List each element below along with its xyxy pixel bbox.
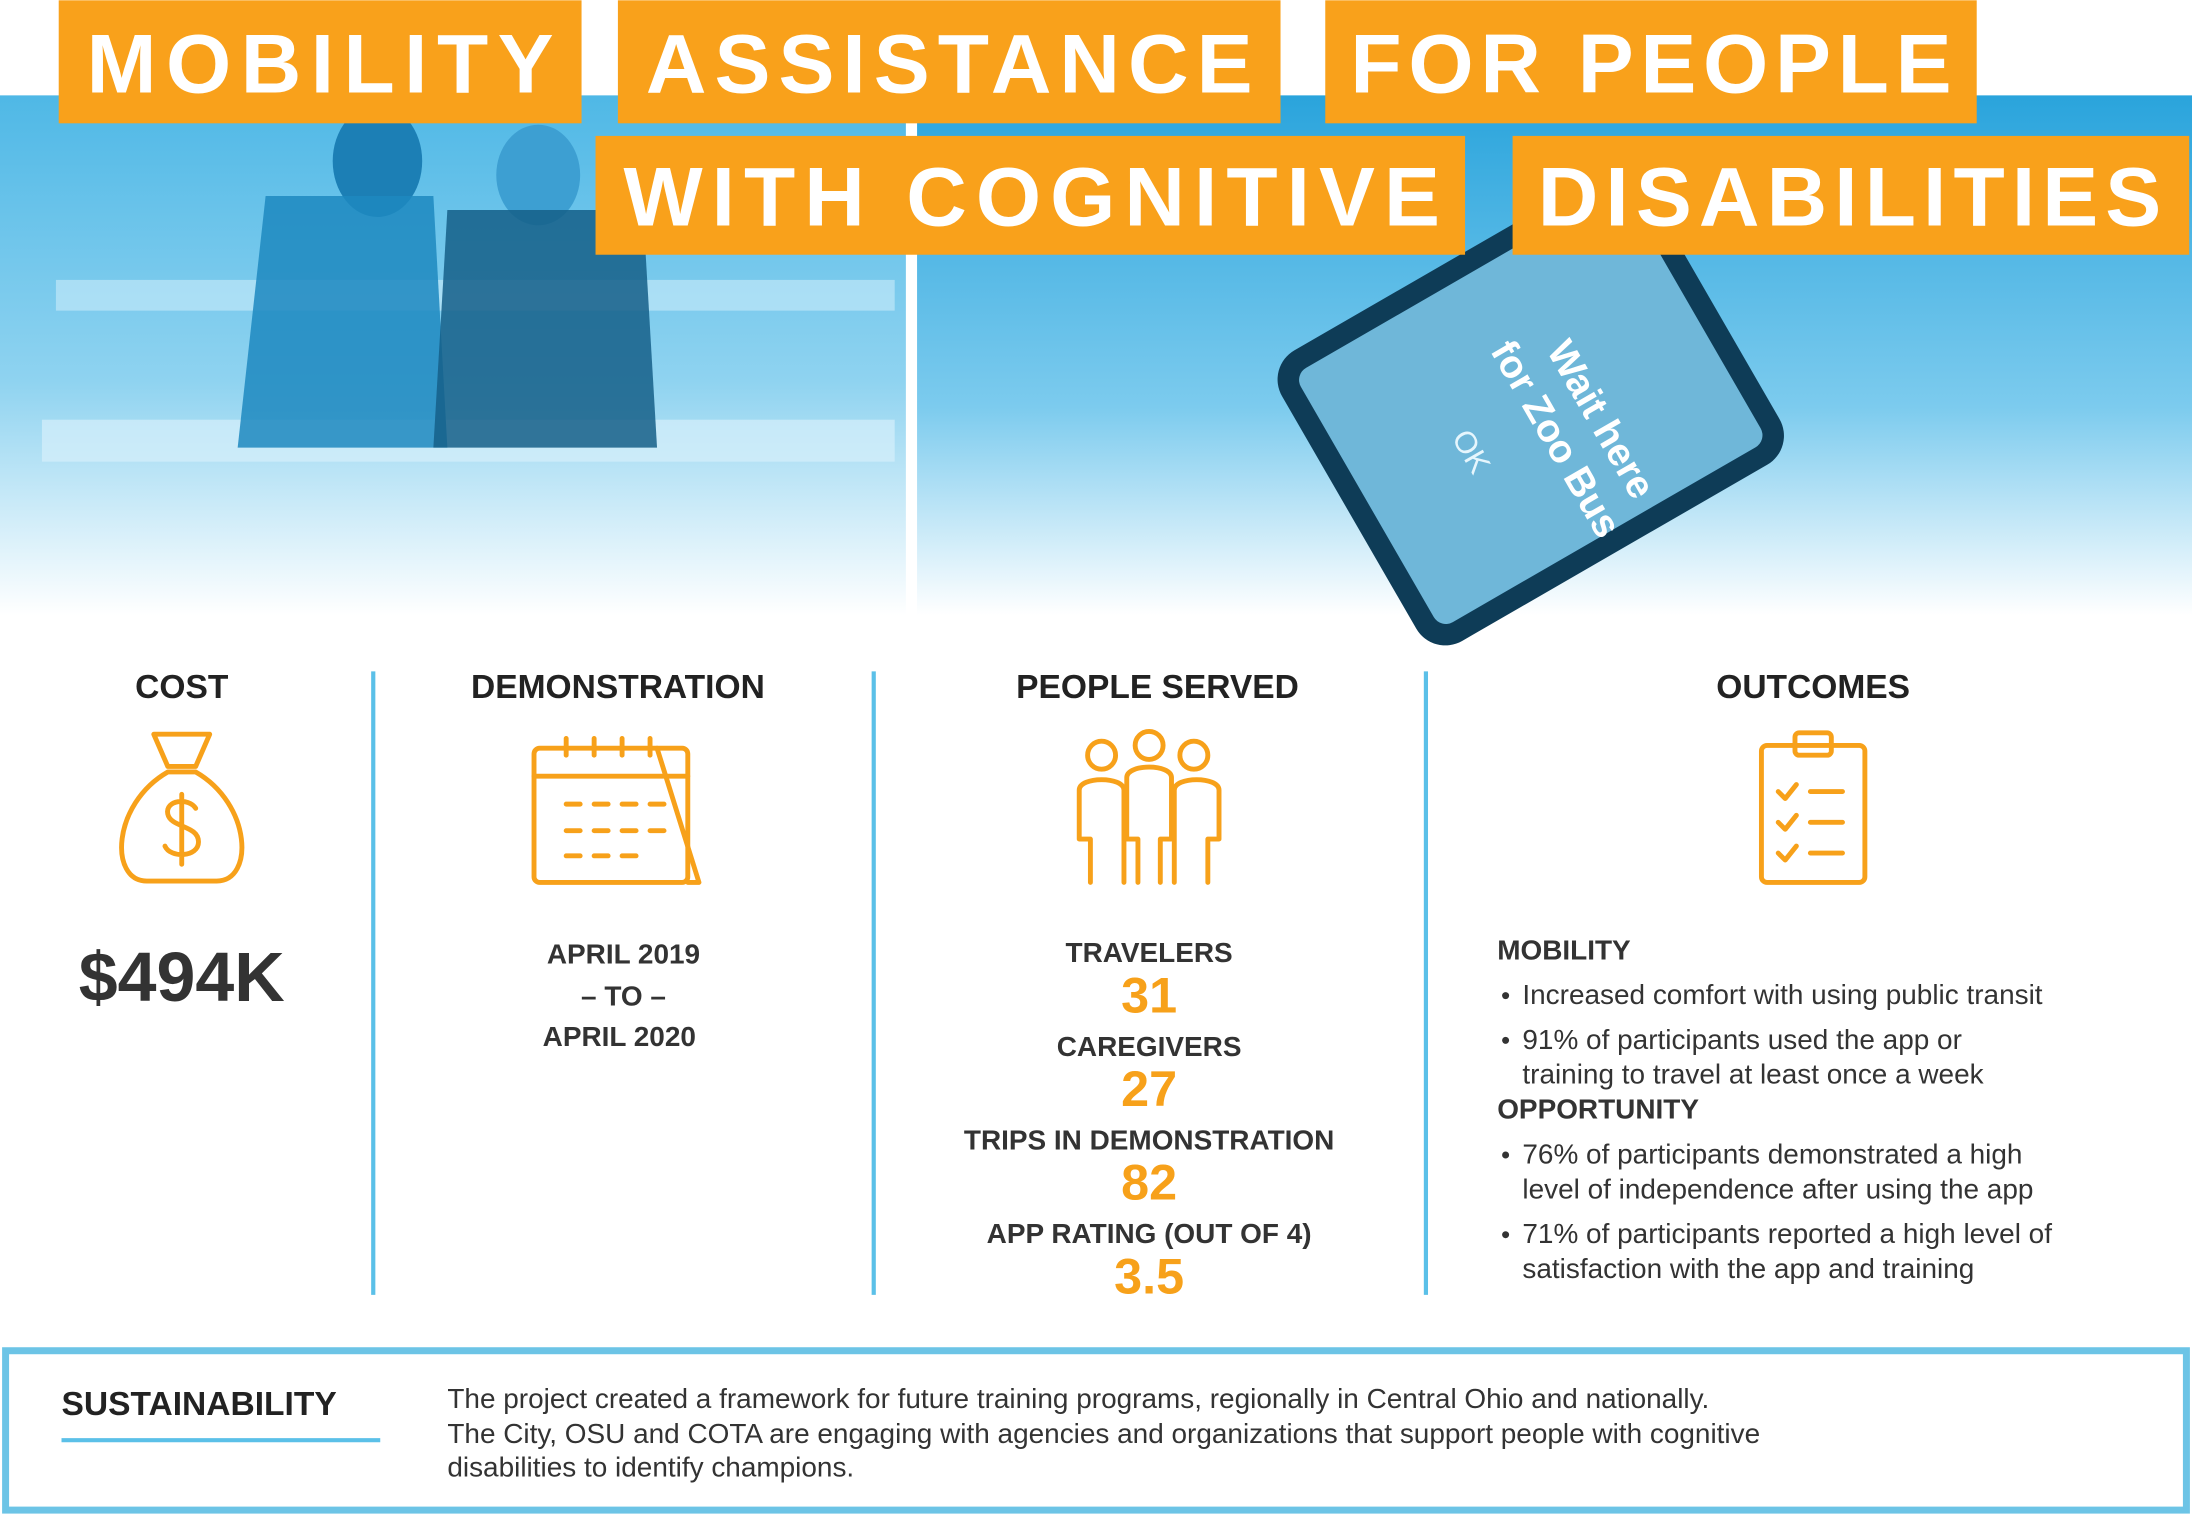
bullet-text: Increased comfort with using public tran… <box>1522 979 2042 1010</box>
stat-label: TRIPS IN DEMONSTRATION <box>964 1124 1334 1155</box>
stat-label: APP RATING (OUT OF 4) <box>987 1218 1312 1249</box>
icon-part <box>531 745 691 885</box>
icon-part <box>1792 730 1834 758</box>
phone-screen <box>1299 191 1763 624</box>
icon-part <box>162 791 201 867</box>
icon-part <box>1177 738 1211 772</box>
stat-label: CAREGIVERS <box>1057 1031 1242 1062</box>
calendar-icon <box>531 735 702 885</box>
icon-part <box>1132 728 1166 762</box>
bullet-text: 76% of participants demonstrated a high <box>1522 1138 2022 1169</box>
date: APRIL 2020 <box>543 1021 696 1052</box>
icon-part <box>563 735 653 758</box>
sustainability-text: The City, OSU and COTA are engaging with… <box>447 1418 1760 1449</box>
outcomes-list: MOBILITY Increased comfort with using pub… <box>1497 934 2052 1284</box>
clipboard-icon <box>1758 730 1868 885</box>
icon-part <box>1758 742 1868 885</box>
bullet-text: 91% of participants used the app or <box>1522 1024 1962 1055</box>
person-head <box>496 124 581 226</box>
people-icon <box>1076 728 1222 885</box>
outcome-title: OPPORTUNITY <box>1497 1094 1699 1125</box>
bullet <box>1502 992 1510 1000</box>
sustainability-text: disabilities to identify champions. <box>447 1452 854 1483</box>
cost-value: $494K <box>79 938 285 1016</box>
dividers <box>371 671 1429 1295</box>
heading: DEMONSTRATION <box>471 669 765 706</box>
person-body <box>433 210 658 448</box>
icon-part <box>1085 738 1119 772</box>
title-word: FOR PEOPLE <box>1350 17 1951 111</box>
money-bag-icon <box>119 731 245 884</box>
person-head <box>332 105 423 217</box>
bullet-text: 71% of participants reported a high leve… <box>1522 1218 2052 1249</box>
bullet-text: satisfaction with the app and training <box>1522 1253 1974 1284</box>
title-box <box>617 0 1281 124</box>
phone: Wait here for Zoo Bus OK <box>1277 169 1784 646</box>
title-word: DISABILITIES <box>1538 149 2161 243</box>
title-box <box>1325 0 1977 124</box>
title-word: ASSISTANCE <box>646 17 1253 111</box>
stat-label: TRAVELERS <box>1066 937 1233 968</box>
person-body <box>237 196 448 448</box>
icon-part <box>563 801 667 859</box>
stat-value: 3.5 <box>1114 1247 1184 1304</box>
icon-part <box>1124 764 1174 885</box>
title-box <box>58 0 582 124</box>
stat-value: 31 <box>1121 966 1177 1023</box>
icon-part <box>531 745 702 885</box>
heading: PEOPLE SERVED <box>1016 669 1299 706</box>
bullet <box>1502 1151 1510 1159</box>
icon-part <box>119 769 245 884</box>
sustainability-text: The project created a framework for futu… <box>447 1383 1709 1414</box>
icon-part <box>151 731 213 769</box>
sustainability-box <box>2 1347 2190 1514</box>
icon-part <box>1171 777 1222 885</box>
title-word: WITH COGNITIVE <box>623 149 1439 243</box>
bullet <box>1502 1036 1510 1044</box>
heading: OUTCOMES <box>1716 669 1910 706</box>
sustainability-heading: SUSTAINABILITY <box>62 1386 337 1423</box>
stat-value: 82 <box>1121 1154 1177 1211</box>
title-box <box>595 135 1466 255</box>
outcome-title: MOBILITY <box>1497 934 1631 965</box>
bullet-text: level of independence after using the ap… <box>1522 1173 2033 1204</box>
icon-part <box>1775 782 1845 863</box>
bullet <box>1502 1231 1510 1239</box>
separator: – TO – <box>581 980 666 1011</box>
stat-value: 27 <box>1121 1060 1177 1117</box>
title-box <box>1512 135 2190 255</box>
date: APRIL 2019 <box>547 939 700 970</box>
title: MOBILITY ASSISTANCE FOR PEOPLE WITH COGN… <box>58 0 2190 255</box>
icon-part <box>1076 777 1127 885</box>
bullet-text: training to travel at least once a week <box>1522 1059 1984 1090</box>
heading: COST <box>135 669 229 706</box>
